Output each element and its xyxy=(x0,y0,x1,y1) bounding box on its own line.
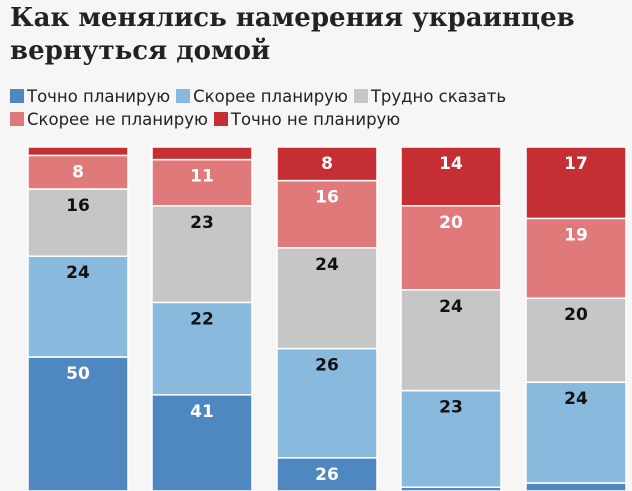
bar-segment xyxy=(400,389,502,488)
bar-segment xyxy=(151,158,253,207)
data-label: 20 xyxy=(439,213,463,233)
bar-segment xyxy=(151,146,253,161)
data-label: 50 xyxy=(66,364,90,384)
bar-stack: 50 24 16 8 xyxy=(27,146,129,491)
legend-item: Скорее не планирую xyxy=(10,108,208,131)
bar-segment xyxy=(276,457,378,491)
legend-label: Скорее планирую xyxy=(193,87,348,106)
data-label: 23 xyxy=(439,398,463,418)
bar-segment xyxy=(400,205,502,291)
bar-segment xyxy=(27,356,129,491)
data-label: 17 xyxy=(564,154,588,174)
data-label: 16 xyxy=(315,188,339,208)
bar-segment xyxy=(525,146,627,220)
data-label: 23 xyxy=(190,213,214,233)
legend: Точно планирую Скорее планирую Трудно сказ… xyxy=(10,85,630,131)
legend-label: Трудно сказать xyxy=(370,87,507,106)
bar-segment xyxy=(27,188,129,257)
data-label: 8 xyxy=(72,162,84,182)
bar-stack: 24 20 19 17 xyxy=(525,146,627,491)
data-label: 24 xyxy=(315,255,339,275)
data-label: 14 xyxy=(439,154,463,174)
bar-segment xyxy=(525,217,627,299)
bar-segment xyxy=(400,146,502,207)
legend-item: Трудно сказать xyxy=(353,85,507,108)
bar-segment xyxy=(525,297,627,383)
data-label: 41 xyxy=(190,402,214,422)
legend-swatch xyxy=(353,89,368,103)
bar-segment xyxy=(27,146,129,157)
bar-stack: 23 24 20 14 xyxy=(400,146,502,491)
legend-swatch xyxy=(176,89,191,103)
data-label: 19 xyxy=(564,225,588,245)
bar-segment xyxy=(151,205,253,304)
legend-label: Скорее не планирую xyxy=(27,110,208,129)
bar-segment xyxy=(27,154,129,190)
data-label: 26 xyxy=(315,356,339,376)
data-label: 8 xyxy=(321,154,333,174)
legend-swatch xyxy=(10,89,24,103)
data-label: 24 xyxy=(66,263,90,283)
data-label: 24 xyxy=(564,389,588,409)
data-label: 26 xyxy=(315,465,339,485)
data-label: 22 xyxy=(190,309,214,329)
bar-segment xyxy=(151,301,253,396)
legend-item: Точно планирую xyxy=(10,85,170,108)
legend-label: Точно не планирую xyxy=(230,110,401,129)
legend-label: Точно планирую xyxy=(27,87,171,106)
bar-segment xyxy=(276,247,378,350)
legend-swatch xyxy=(213,112,228,126)
bar-segment xyxy=(151,394,253,491)
bar-segment xyxy=(276,146,378,182)
data-label: 11 xyxy=(190,167,214,187)
bar-stack: 41 22 23 11 xyxy=(151,146,253,491)
data-label: 24 xyxy=(439,297,463,317)
legend-item: Скорее планирую xyxy=(176,85,348,108)
data-label: 16 xyxy=(66,196,90,216)
bar-segment xyxy=(525,482,627,491)
bar-stack: 26 26 24 16 8 xyxy=(276,146,378,491)
bar-segment xyxy=(276,179,378,249)
bar-segment xyxy=(525,381,627,484)
chart-title: Как менялись намерения украинцев вернуть… xyxy=(10,3,575,66)
legend-swatch xyxy=(10,112,24,126)
legend-item: Точно не планирую xyxy=(213,108,401,131)
bar-segment xyxy=(400,289,502,392)
bar-segment xyxy=(276,347,378,459)
data-label: 20 xyxy=(564,305,588,325)
